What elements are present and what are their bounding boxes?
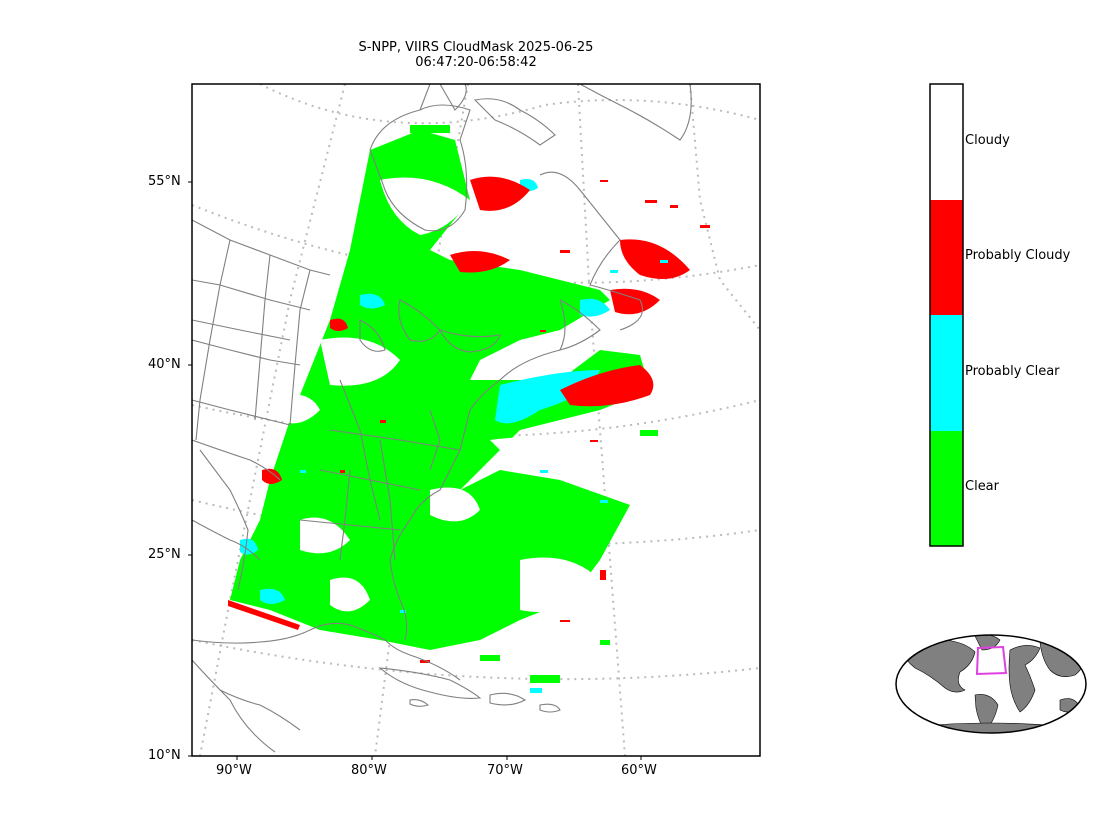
inset-globe <box>895 634 1087 734</box>
colorbar-segment-probably-clear <box>930 315 963 431</box>
lon-label-80w: 80°W <box>351 763 387 778</box>
colorbar <box>929 83 964 547</box>
cloudmask-swath <box>228 125 710 693</box>
map-frame <box>191 83 761 757</box>
lon-label-60w: 60°W <box>621 763 657 778</box>
coastlines <box>192 84 692 753</box>
title-line-2: 06:47:20-06:58:42 <box>415 55 537 70</box>
lat-label-10: 10°N <box>148 748 181 763</box>
colorbar-segment-probably-cloudy <box>930 200 963 315</box>
colorbar-segment-cloudy <box>930 84 963 200</box>
lon-label-70w: 70°W <box>487 763 523 778</box>
lat-label-40: 40°N <box>148 357 181 372</box>
map-area <box>192 84 760 756</box>
colorbar-segment-clear <box>930 431 963 546</box>
legend-label-probably-clear: Probably Clear <box>965 364 1060 379</box>
swath-extent-highlight <box>975 645 1008 676</box>
legend-label-cloudy: Cloudy <box>965 133 1010 148</box>
legend-label-probably-cloudy: Probably Cloudy <box>965 248 1071 263</box>
lat-label-25: 25°N <box>148 547 181 562</box>
title-line-1: S-NPP, VIIRS CloudMask 2025-06-25 <box>358 40 594 55</box>
lat-label-55: 55°N <box>148 174 181 189</box>
legend-label-clear: Clear <box>965 479 999 494</box>
lon-label-90w: 90°W <box>216 763 252 778</box>
map-title: S-NPP, VIIRS CloudMask 2025-06-25 06:47:… <box>276 40 676 70</box>
